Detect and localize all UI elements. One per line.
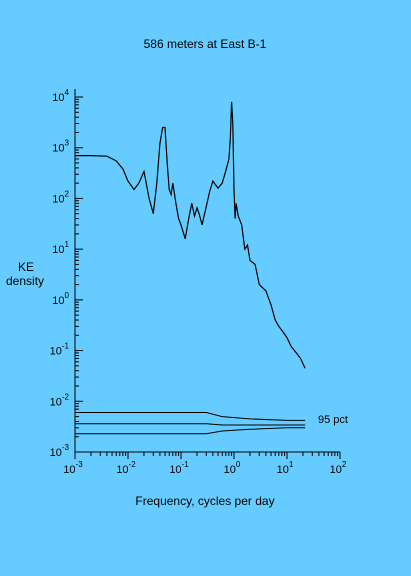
confidence-middle-line	[75, 423, 306, 426]
confidence-label: 95 pct	[318, 414, 348, 426]
x-tick-label: 100	[224, 460, 241, 476]
x-tick-label: 10-2	[116, 460, 136, 476]
x-tick-label: 102	[330, 460, 347, 476]
y-tick-label: 10-3	[50, 443, 70, 459]
x-tick-label: 101	[277, 460, 294, 476]
y-tick-label: 104	[52, 88, 69, 104]
y-tick-label: 10-1	[50, 342, 70, 358]
y-axis-label-line2: density	[6, 274, 44, 288]
y-tick-label: 100	[52, 291, 69, 307]
y-tick-label: 103	[52, 139, 69, 155]
chart-title: 586 meters at East B-1	[144, 37, 267, 51]
y-tick-label: 102	[52, 189, 69, 205]
y-axis-label-line1: KE	[18, 260, 34, 274]
spectrum-line	[75, 101, 306, 369]
x-axis-label: Frequency, cycles per day	[135, 494, 274, 508]
x-tick-label: 10-1	[169, 460, 189, 476]
y-tick-label: 101	[52, 240, 69, 256]
series-layer: 95 pct	[75, 101, 348, 435]
confidence-lower-line	[75, 427, 306, 435]
axes: 104 103 102 101 100 10-1 10-2 10-310-3 10-2 10-1 1…	[50, 88, 347, 476]
x-tick-label: 10-3	[63, 460, 83, 476]
y-tick-label: 10-2	[50, 392, 70, 408]
confidence-upper-line	[75, 412, 306, 421]
